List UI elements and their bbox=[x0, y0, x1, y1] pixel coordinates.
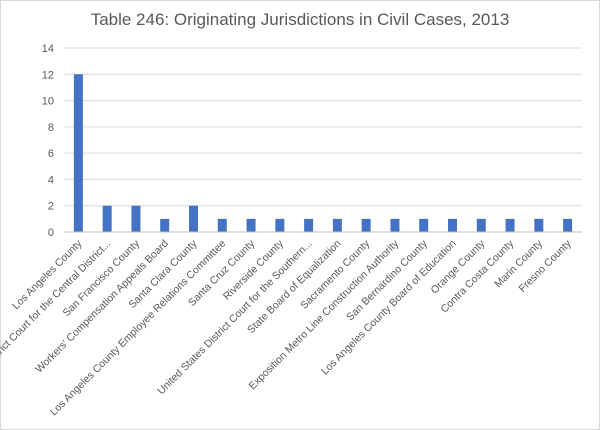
y-axis-ticks: 0 2 4 6 8 10 12 14 bbox=[42, 43, 54, 239]
y-tick-label: 0 bbox=[48, 227, 54, 239]
bar bbox=[534, 218, 544, 232]
y-tick-label: 8 bbox=[48, 122, 54, 134]
bar bbox=[73, 74, 83, 233]
bar bbox=[217, 218, 227, 232]
bar bbox=[102, 205, 112, 232]
bar bbox=[448, 218, 457, 232]
bar bbox=[189, 205, 198, 232]
bar bbox=[131, 205, 141, 232]
y-tick-label: 10 bbox=[42, 96, 54, 108]
chart-title: Table 246: Originating Jurisdictions in … bbox=[90, 10, 510, 29]
bar bbox=[505, 218, 515, 232]
y-tick-label: 6 bbox=[48, 148, 54, 160]
bar bbox=[160, 218, 170, 232]
bar bbox=[476, 218, 486, 232]
x-tick-label: Fresno County bbox=[517, 237, 575, 295]
bar bbox=[332, 218, 342, 232]
bars bbox=[73, 74, 573, 233]
y-tick-label: 2 bbox=[48, 201, 54, 213]
y-tick-label: 14 bbox=[42, 43, 54, 55]
bar bbox=[361, 218, 371, 232]
bar bbox=[246, 218, 256, 232]
bar bbox=[419, 218, 429, 232]
gridlines bbox=[64, 47, 582, 207]
y-tick-label: 4 bbox=[48, 174, 54, 186]
bar bbox=[304, 218, 314, 232]
bar bbox=[390, 218, 400, 232]
bar bbox=[275, 218, 285, 232]
bar bbox=[563, 218, 573, 232]
y-tick-label: 12 bbox=[42, 69, 54, 81]
